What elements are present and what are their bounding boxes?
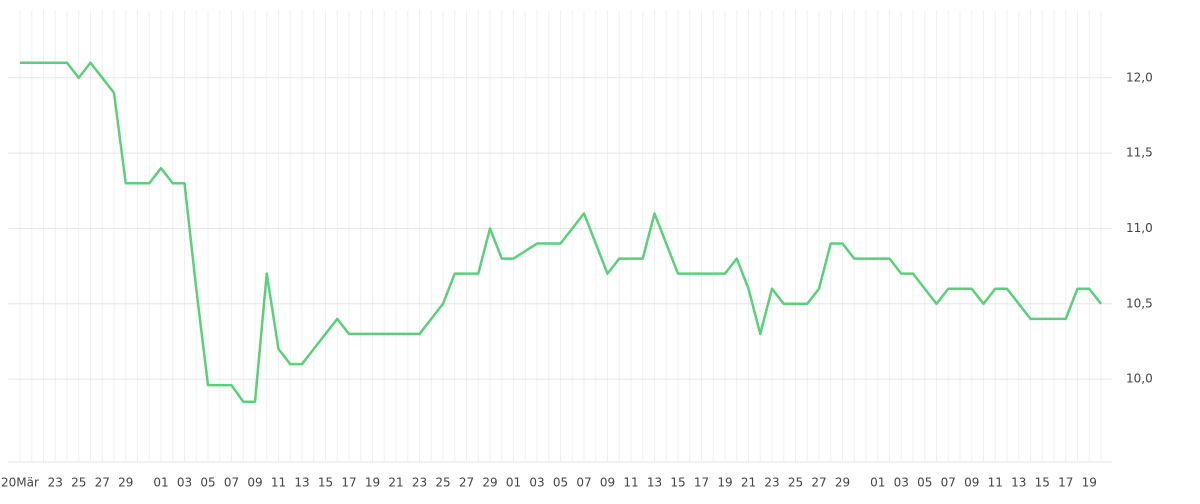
- x-tick-label: 01: [153, 476, 168, 490]
- x-tick-label: 13: [1011, 476, 1026, 490]
- x-tick-label: 09: [247, 476, 262, 490]
- y-tick-label: 10,0: [1126, 372, 1153, 386]
- x-tick-label: 27: [459, 476, 474, 490]
- x-tick-label: 09: [600, 476, 615, 490]
- x-tick-label: 03: [529, 476, 544, 490]
- x-tick-label: 05: [200, 476, 215, 490]
- y-tick-label: 11,5: [1126, 146, 1153, 160]
- x-tick-label: 27: [95, 476, 110, 490]
- x-tick-label: 11: [988, 476, 1003, 490]
- x-tick-label: 23: [412, 476, 427, 490]
- x-tick-label: 15: [1035, 476, 1050, 490]
- x-tick-label: 21: [388, 476, 403, 490]
- x-tick-label: 23: [764, 476, 779, 490]
- x-tick-label: 29: [482, 476, 497, 490]
- x-tick-label: 25: [435, 476, 450, 490]
- x-tick-label: 03: [894, 476, 909, 490]
- x-tick-label: 17: [341, 476, 356, 490]
- y-tick-label: 11,0: [1126, 221, 1153, 235]
- x-tick-label: 07: [576, 476, 591, 490]
- x-tick-label: 01: [870, 476, 885, 490]
- line: [20, 61, 1102, 403]
- x-tick-label: 19: [717, 476, 732, 490]
- x-tick-label: 11: [623, 476, 638, 490]
- x-tick-label: 13: [647, 476, 662, 490]
- x-tick-label: 15: [670, 476, 685, 490]
- x-tick-label: 03: [177, 476, 192, 490]
- x-tick-label: 09: [964, 476, 979, 490]
- y-tick-label: 10,5: [1126, 296, 1153, 310]
- x-tick-label: 07: [941, 476, 956, 490]
- x-tick-label: 17: [1058, 476, 1073, 490]
- x-tick-label: 20Mär: [1, 476, 39, 490]
- x-tick-label: 11: [271, 476, 286, 490]
- x-tick-label: 05: [553, 476, 568, 490]
- x-tick-label: 25: [71, 476, 86, 490]
- x-tick-label: 19: [365, 476, 380, 490]
- x-tick-label: 27: [811, 476, 826, 490]
- x-tick-label: 01: [506, 476, 521, 490]
- x-tick-label: 29: [118, 476, 133, 490]
- x-tick-label: 25: [788, 476, 803, 490]
- x-tick-label: 07: [224, 476, 239, 490]
- x-tick-label: 05: [917, 476, 932, 490]
- x-tick-label: 17: [694, 476, 709, 490]
- x-tick-label: 29: [835, 476, 850, 490]
- x-tick-label: 19: [1082, 476, 1097, 490]
- x-tick-label: 15: [318, 476, 333, 490]
- x-tick-label: 21: [741, 476, 756, 490]
- x-tick-label: 13: [294, 476, 309, 490]
- x-tick-label: 23: [48, 476, 63, 490]
- y-tick-label: 12,0: [1126, 70, 1153, 84]
